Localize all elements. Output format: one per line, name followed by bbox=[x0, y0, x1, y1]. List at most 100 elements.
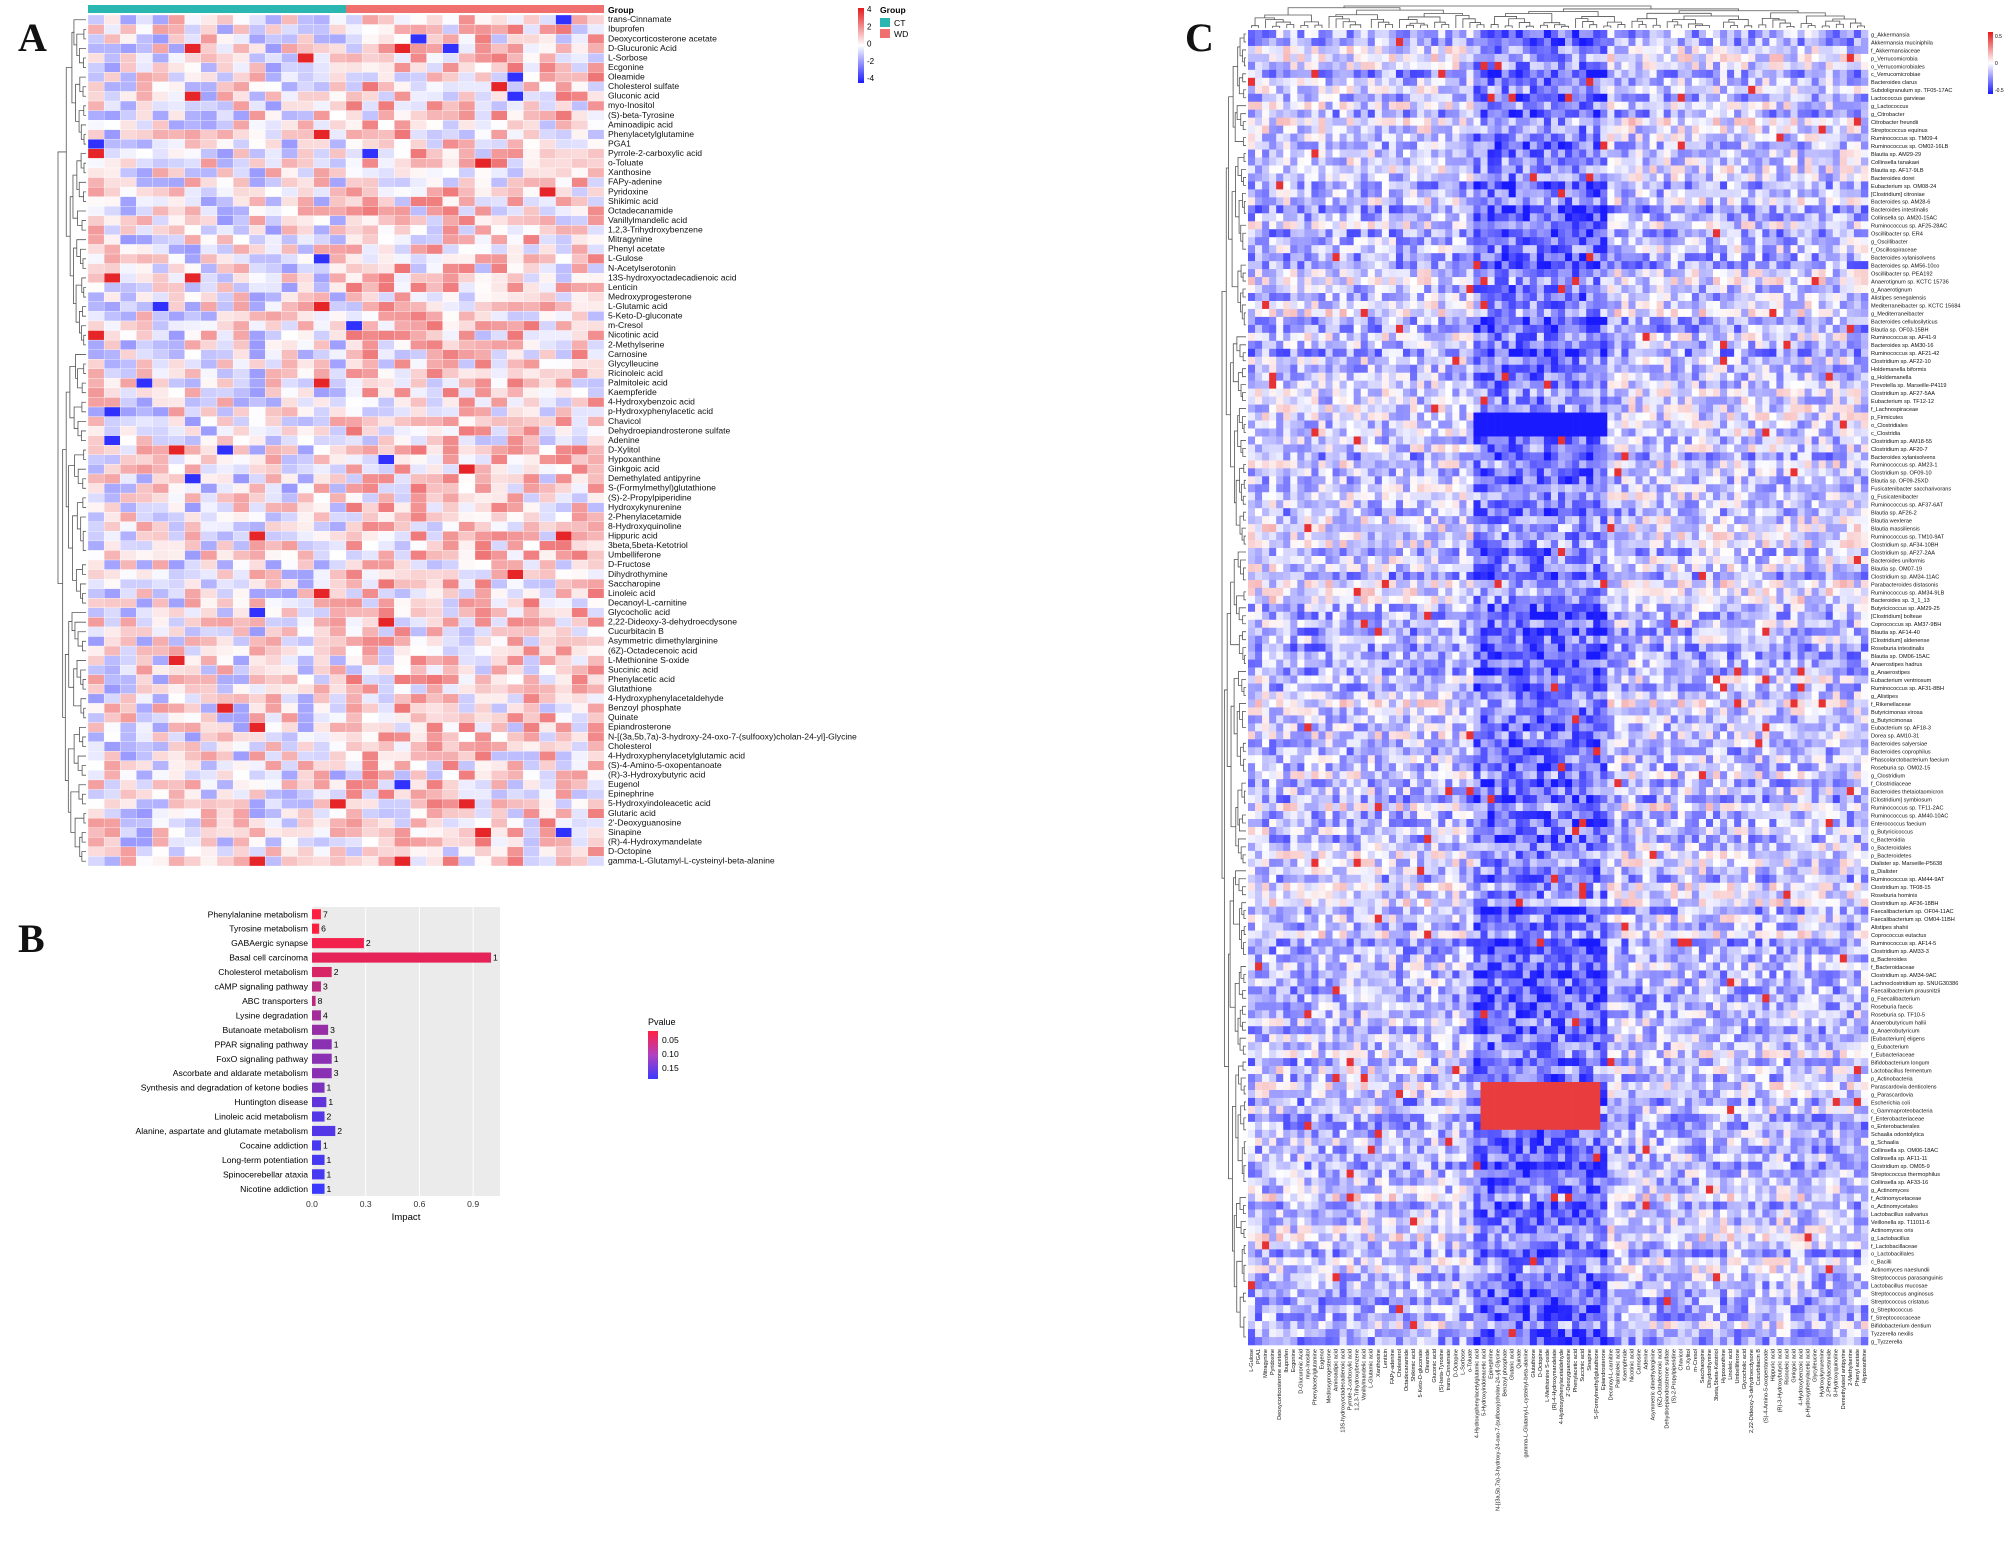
heatmap-a-cell bbox=[474, 139, 492, 150]
heatmap-a-cell bbox=[265, 578, 282, 589]
heatmap-a-cell bbox=[184, 731, 202, 742]
heatmap-a-cell bbox=[281, 273, 298, 283]
heatmap-a-cell bbox=[103, 531, 121, 542]
heatmap-a-cell bbox=[313, 492, 331, 503]
heatmap-a-cell bbox=[200, 540, 218, 551]
heatmap-a-cell bbox=[539, 645, 556, 656]
heatmap-a-cell bbox=[313, 139, 331, 150]
heatmap-a-cell bbox=[87, 684, 105, 695]
heatmap-a-cell bbox=[168, 359, 185, 369]
heatmap-a-cell bbox=[555, 378, 572, 389]
heatmap-a-cell bbox=[87, 129, 105, 140]
heatmap-a-cell bbox=[265, 349, 282, 360]
heatmap-a-cell bbox=[168, 559, 185, 570]
heatmap-a-cell bbox=[232, 33, 250, 44]
heatmap-a-cell bbox=[232, 177, 250, 188]
heatmap-a-cell bbox=[281, 665, 298, 675]
heatmap-a-cell bbox=[507, 569, 524, 580]
heatmap-a-cell bbox=[539, 789, 556, 800]
heatmap-a-cell bbox=[523, 53, 540, 63]
heatmap-a-cell bbox=[249, 741, 266, 752]
heatmap-a-cell bbox=[345, 598, 363, 608]
heatmap-a-cell bbox=[329, 378, 347, 389]
heatmap-a-cell bbox=[345, 416, 363, 427]
heatmap-a-cell bbox=[474, 186, 492, 197]
row-label: N-[(3a,5b,7a)-3-hydroxy-24-oxo-7-(sulfoo… bbox=[608, 731, 857, 741]
heatmap-a-cell bbox=[200, 282, 218, 293]
heatmap-a-cell bbox=[361, 330, 379, 341]
heatmap-a-cell bbox=[394, 445, 411, 455]
heatmap-a-cell bbox=[361, 703, 379, 714]
heatmap-a-cell bbox=[507, 540, 524, 551]
heatmap-a-cell bbox=[474, 129, 492, 140]
heatmap-a-cell bbox=[281, 196, 298, 207]
heatmap-a-cell bbox=[313, 521, 331, 532]
heatmap-a-cell bbox=[168, 167, 185, 178]
heatmap-a-cell bbox=[378, 349, 395, 360]
heatmap-a-cell bbox=[184, 837, 202, 848]
heatmap-a-cell bbox=[345, 339, 363, 350]
heatmap-a-cell bbox=[426, 521, 443, 532]
heatmap-a-cell bbox=[426, 684, 443, 695]
heatmap-a-cell bbox=[523, 301, 540, 312]
heatmap-a-cell bbox=[442, 215, 460, 226]
heatmap-a-cell bbox=[426, 273, 443, 283]
heatmap-a-cell bbox=[313, 473, 331, 484]
heatmap-a-cell bbox=[329, 349, 347, 360]
heatmap-a-cell bbox=[184, 846, 202, 857]
heatmap-a-cell bbox=[539, 33, 556, 44]
heatmap-a-cell bbox=[361, 540, 379, 551]
heatmap-a-cell bbox=[442, 454, 460, 465]
heatmap-a-cell bbox=[507, 693, 524, 704]
heatmap-a-cell bbox=[216, 244, 234, 255]
heatmap-a-cell bbox=[507, 91, 524, 102]
heatmap-a-cell bbox=[378, 559, 395, 570]
heatmap-a-cell bbox=[232, 473, 250, 484]
heatmap-a-cell bbox=[265, 512, 282, 522]
heatmap-a-cell bbox=[442, 512, 460, 522]
heatmap-a-cell bbox=[458, 368, 476, 379]
heatmap-a-cell bbox=[103, 445, 121, 455]
heatmap-a-cell bbox=[168, 110, 185, 121]
heatmap-a-cell bbox=[265, 120, 282, 130]
heatmap-a-cell bbox=[555, 684, 572, 695]
heatmap-a-cell bbox=[184, 492, 202, 503]
heatmap-a-cell bbox=[232, 454, 250, 465]
heatmap-a-cell bbox=[216, 72, 234, 83]
heatmap-a-cell bbox=[555, 158, 572, 169]
heatmap-a-cell bbox=[507, 72, 524, 83]
heatmap-a-cell bbox=[571, 856, 589, 867]
heatmap-a-cell bbox=[313, 674, 331, 685]
heatmap-a-cell bbox=[216, 129, 234, 140]
heatmap-a-cell bbox=[200, 339, 218, 350]
heatmap-a-cell bbox=[103, 645, 121, 656]
heatmap-a-cell bbox=[329, 540, 347, 551]
heatmap-a-cell bbox=[458, 311, 476, 322]
heatmap-a-cell bbox=[200, 502, 218, 513]
heatmap-a-cell bbox=[329, 502, 347, 513]
heatmap-a-cell bbox=[458, 435, 476, 446]
heatmap-a-cell bbox=[103, 473, 121, 484]
heatmap-a-cell bbox=[378, 339, 395, 350]
heatmap-a-cell bbox=[103, 253, 121, 264]
heatmap-a-cell bbox=[507, 225, 524, 236]
heatmap-a-cell bbox=[313, 636, 331, 647]
heatmap-a-cell bbox=[507, 731, 524, 742]
heatmap-a-cell bbox=[378, 72, 395, 83]
heatmap-a-cell bbox=[539, 339, 556, 350]
heatmap-a-cell bbox=[232, 693, 250, 704]
heatmap-a-cell bbox=[200, 550, 218, 561]
heatmap-a-cell bbox=[442, 158, 460, 169]
heatmap-a-cell bbox=[539, 253, 556, 264]
heatmap-a-cell bbox=[87, 827, 105, 838]
heatmap-a-cell bbox=[329, 406, 347, 417]
heatmap-a-cell bbox=[555, 368, 572, 379]
heatmap-a-cell bbox=[555, 186, 572, 197]
heatmap-a-cell bbox=[474, 512, 492, 522]
heatmap-a-cell bbox=[378, 62, 395, 73]
heatmap-a-cell bbox=[587, 206, 605, 216]
heatmap-a-cell bbox=[232, 426, 250, 436]
heatmap-a-cell bbox=[200, 483, 218, 494]
heatmap-a-cell bbox=[394, 722, 411, 733]
heatmap-a-cell bbox=[232, 578, 250, 589]
